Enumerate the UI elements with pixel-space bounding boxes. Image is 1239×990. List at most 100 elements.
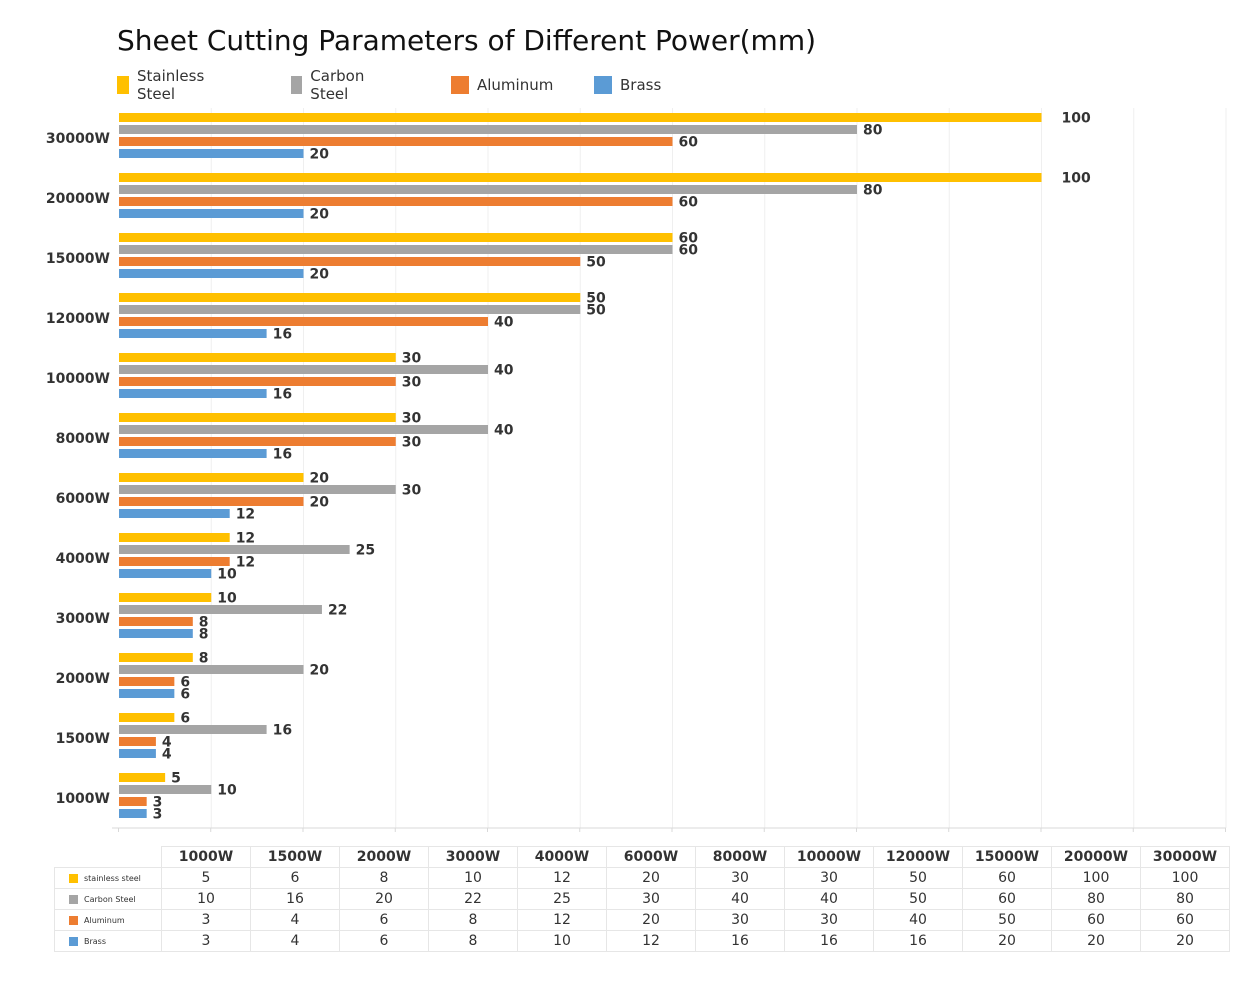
table-series-name: stainless steel — [84, 873, 141, 883]
data-label: 100 — [1062, 111, 1091, 127]
data-label: 16 — [273, 447, 292, 463]
table-cell: 6 — [339, 930, 429, 952]
table-cell: 30 — [784, 867, 874, 889]
bar-stainless-steel — [119, 293, 581, 302]
legend-item-brass: Brass — [594, 74, 661, 96]
data-label: 40 — [494, 315, 514, 331]
bar-carbon-steel — [119, 425, 488, 434]
bar-brass — [119, 389, 267, 398]
table-cell: 10 — [517, 930, 607, 952]
table-header-row: 1000W 1500W 2000W 3000W 4000W 6000W 8000W 10000… — [54, 846, 1230, 868]
bar-brass — [119, 749, 156, 758]
table-cell: 30 — [695, 867, 785, 889]
data-label: 30 — [402, 411, 422, 427]
bar-brass — [119, 209, 304, 218]
table-column-header: 4000W — [517, 846, 607, 868]
bar-carbon-steel — [119, 485, 396, 494]
data-label: 6 — [180, 687, 190, 703]
data-label: 16 — [273, 387, 292, 403]
table-series-swatch — [69, 894, 78, 904]
bar-carbon-steel — [119, 365, 488, 374]
bar-brass — [119, 569, 212, 578]
legend-item-carbon-steel: Carbon Steel — [291, 67, 371, 103]
table-series-label: Carbon Steel — [54, 888, 162, 910]
bar-brass — [119, 449, 267, 458]
table-cell: 30 — [784, 909, 874, 931]
data-label: 30 — [402, 435, 422, 451]
bar-stainless-steel — [119, 353, 396, 362]
table-cell: 40 — [784, 888, 874, 910]
data-label: 16 — [273, 327, 292, 343]
data-label: 60 — [679, 135, 699, 151]
table-cell: 50 — [873, 888, 963, 910]
data-label: 20 — [310, 471, 330, 487]
data-label: 60 — [679, 243, 699, 259]
table-series-label: stainless steel — [54, 867, 162, 889]
table-row: Brass 3 4 6 8 10 12 16 16 16 20 20 20 — [54, 930, 1230, 952]
bar-carbon-steel — [119, 605, 322, 614]
table-column-header: 1500W — [250, 846, 340, 868]
data-label: 3 — [153, 807, 163, 823]
table-series-swatch — [69, 936, 78, 946]
data-label: 4 — [162, 735, 172, 751]
table-cell: 3 — [161, 930, 251, 952]
category-label: 1500W — [56, 731, 110, 747]
data-label: 12 — [236, 531, 255, 547]
bar-stainless-steel — [119, 233, 673, 242]
data-label: 60 — [679, 195, 699, 211]
data-label: 30 — [402, 483, 422, 499]
bar-aluminum — [119, 797, 147, 806]
table-series-name: Brass — [84, 936, 107, 946]
data-label: 22 — [328, 603, 347, 619]
table-cell: 60 — [1140, 909, 1230, 931]
legend-swatch — [117, 76, 129, 94]
table-cell: 10 — [161, 888, 251, 910]
table-cell: 3 — [161, 909, 251, 931]
data-label: 3 — [153, 795, 163, 811]
data-table: 1000W 1500W 2000W 3000W 4000W 6000W 8000W 10000… — [54, 846, 1230, 952]
bar-chart: 30000W10080602020000W10080602015000W6060… — [46, 108, 1227, 832]
legend-label: Aluminum — [477, 76, 554, 94]
table-cell: 4 — [250, 909, 340, 931]
table-series-name: Aluminum — [84, 915, 125, 925]
table-column-header: 3000W — [428, 846, 518, 868]
data-label: 8 — [199, 615, 209, 631]
bar-stainless-steel — [119, 173, 1042, 182]
data-label: 12 — [236, 555, 255, 571]
bar-aluminum — [119, 317, 488, 326]
bar-brass — [119, 269, 304, 278]
bar-aluminum — [119, 737, 156, 746]
bar-brass — [119, 329, 267, 338]
bar-stainless-steel — [119, 413, 396, 422]
table-cell: 60 — [962, 888, 1052, 910]
category-label: 12000W — [46, 311, 110, 327]
table-column-header: 20000W — [1051, 846, 1141, 868]
bar-stainless-steel — [119, 473, 304, 482]
bar-aluminum — [119, 437, 396, 446]
bar-carbon-steel — [119, 305, 581, 314]
table-cell: 16 — [873, 930, 963, 952]
bar-aluminum — [119, 557, 230, 566]
category-label: 1000W — [56, 791, 110, 807]
bar-aluminum — [119, 257, 581, 266]
table-corner — [54, 846, 162, 868]
legend-swatch — [451, 76, 469, 94]
table-series-swatch — [69, 915, 78, 925]
bar-aluminum — [119, 497, 304, 506]
bar-brass — [119, 509, 230, 518]
category-label: 10000W — [46, 371, 110, 387]
bar-carbon-steel — [119, 725, 267, 734]
data-label: 6 — [180, 675, 190, 691]
legend-swatch — [291, 76, 303, 94]
table-cell: 10 — [428, 867, 518, 889]
category-label: 3000W — [56, 611, 110, 627]
table-cell: 30 — [695, 909, 785, 931]
bar-carbon-steel — [119, 245, 673, 254]
bar-carbon-steel — [119, 785, 212, 794]
bar-aluminum — [119, 137, 673, 146]
table-series-label: Brass — [54, 930, 162, 952]
table-body: stainless steel 5 6 8 10 12 20 30 30 50 60 100 100 Ca… — [54, 867, 1230, 952]
table-column-header: 30000W — [1140, 846, 1230, 868]
table-series-swatch — [69, 873, 78, 883]
bar-brass — [119, 149, 304, 158]
